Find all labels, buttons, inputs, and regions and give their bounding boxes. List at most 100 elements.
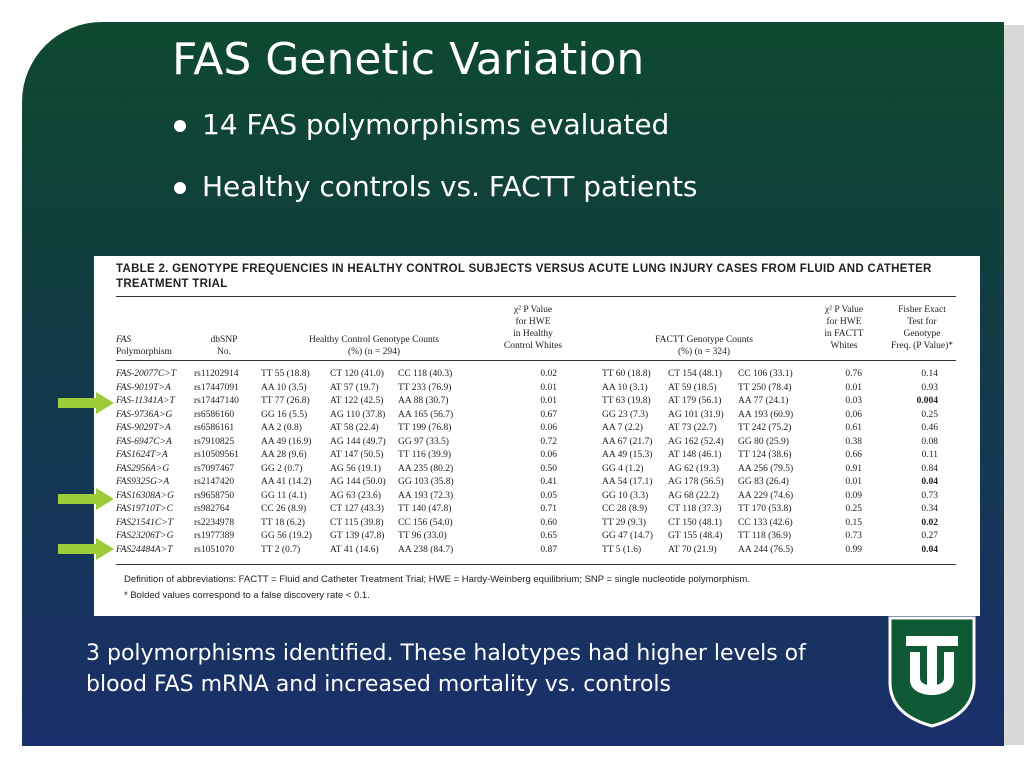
table-cell-fisher: 0.14 [921,369,938,379]
header-healthy-counts: Healthy Control Genotype Counts (%) (n =… [264,334,484,358]
table-cell-factt-2: AG 68 (22.2) [668,490,719,501]
table-top-rule [116,296,956,297]
table-cell-hwe-healthy: 0.87 [540,544,557,555]
table-cell-dbsnp: rs9658750 [194,490,235,501]
table-cell-healthy-3: CC 118 (40.3) [398,369,453,379]
header-hwe-healthy: χ² P Value for HWE in Healthy Control Wh… [494,304,572,352]
table-cell-fisher: 0.25 [921,409,938,420]
table-cell-factt-3: GG 83 (26.4) [738,477,789,487]
table-cell-healthy-3: TT 140 (47.8) [398,504,452,514]
header-line: Fisher Exact [898,305,946,315]
header-dbsnp: dbSNP No. [194,334,254,358]
header-line: Healthy Control Genotype Counts [308,335,440,345]
table-cell-polymorphism: FAS-20077C>T [116,369,177,379]
table-cell-factt-3: AA 77 (24.1) [738,396,789,406]
table-cell-factt-2: AT 59 (18.5) [668,382,717,393]
table-row: FAS-20077C>T rs11202914 TT 55 (18.8) CT 120… [116,369,956,382]
table-cell-healthy-2: CT 115 (39.8) [330,517,384,528]
table-cell-healthy-3: AA 165 (56.7) [398,409,454,420]
header-line: in Healthy [513,329,553,339]
table-cell-factt-3: TT 124 (38.6) [738,450,792,460]
table-row: FAS19710T>C rs982764 CC 26 (8.9) CT 127 (43… [116,504,956,517]
table-cell-factt-1: TT 63 (19.8) [602,396,651,406]
header-factt-counts: FACTT Genotype Counts (%) (n = 324) [594,334,814,358]
table-cell-factt-3: CC 133 (42.6) [738,517,793,528]
table-cell-dbsnp: rs7097467 [194,463,235,474]
header-line: Polymorphism [116,347,172,357]
table-cell-hwe-factt: 0.03 [845,396,862,406]
table-cell-healthy-1: GG 16 (5.5) [261,409,308,420]
table-cell-healthy-1: CC 26 (8.9) [261,504,307,514]
table-footnote-bold: * Bolded values correspond to a false di… [124,590,370,601]
table-cell-dbsnp: rs7910825 [194,436,235,447]
table-cell-healthy-1: AA 28 (9.6) [261,450,307,460]
table-cell-hwe-factt: 0.61 [845,423,862,433]
table-cell-healthy-3: AA 193 (72.3) [398,490,454,501]
table-cell-polymorphism: FAS9325G>A [116,477,170,487]
bullet-text: Healthy controls vs. FACTT patients [202,170,698,203]
table-cell-healthy-2: AG 144 (50.0) [330,477,386,487]
table-cell-dbsnp: rs1051070 [194,544,235,555]
table-cell-fisher: 0.04 [921,477,938,487]
table-row: FAS-9736A>G rs6586160 GG 16 (5.5) AG 110 (3… [116,410,956,423]
table-row: FAS23206T>G rs1977389 GG 56 (19.2) GT 139 (… [116,531,956,544]
table-cell-hwe-healthy: 0.41 [540,477,557,487]
table-cell-factt-1: TT 29 (9.3) [602,517,646,528]
table-cell-healthy-1: TT 77 (26.8) [261,396,310,406]
table-cell-factt-2: AG 162 (52.4) [668,436,724,447]
table-row: FAS1624T>A rs10509561 AA 28 (9.6) AT 147 (5… [116,450,956,463]
table-cell-fisher: 0.46 [921,423,938,433]
table-cell-factt-1: GG 23 (7.3) [602,409,649,420]
table-cell-polymorphism: FAS23206T>G [116,531,174,541]
header-line: No. [217,347,231,357]
table-cell-healthy-3: AA 235 (80.2) [398,463,454,474]
table-cell-fisher: 0.08 [921,436,938,447]
table-cell-factt-1: GG 47 (14.7) [602,531,653,541]
table-footnote-abbreviations: Definition of abbreviations: FACTT = Flu… [124,574,750,585]
table-cell-factt-2: AG 178 (56.5) [668,477,724,487]
table-cell-factt-1: GG 10 (3.3) [602,490,649,501]
header-line: FAS [116,335,132,345]
table-cell-hwe-healthy: 0.71 [540,504,557,514]
table-cell-dbsnp: rs6586160 [194,409,235,420]
table-cell-fisher: 0.84 [921,463,938,474]
header-line: (%) (n = 324) [677,347,731,357]
table-bottom-rule [116,564,956,565]
table-cell-factt-2: AT 179 (56.1) [668,396,722,406]
table-cell-factt-1: TT 60 (18.8) [602,369,651,379]
bullet-icon [174,120,186,132]
table-cell-dbsnp: rs11202914 [194,369,239,379]
table-cell-healthy-2: GT 139 (47.8) [330,531,385,541]
header-line: Freq. (P Value)* [890,341,953,351]
table-cell-polymorphism: FAS2956A>G [116,463,170,474]
table-cell-factt-3: AA 244 (76.5) [738,544,794,555]
table-row: FAS16308A>G rs9658750 GG 11 (4.1) AG 63 (23… [116,491,956,504]
table-row: FAS21541C>T rs2234978 TT 18 (6.2) CT 115 (3… [116,518,956,531]
table-cell-fisher: 0.04 [921,544,938,555]
table-cell-factt-3: AA 256 (79.5) [738,463,794,474]
table-cell-polymorphism: FAS24484A>T [116,544,173,555]
table-cell-hwe-healthy: 0.02 [540,369,557,379]
header-line: χ² P Value [824,305,864,315]
highlight-arrow-icon [58,538,114,560]
table-cell-factt-3: CC 106 (33.1) [738,369,793,379]
table-row: FAS2956A>G rs7097467 GG 2 (0.7) AG 56 (19.1… [116,464,956,477]
table-cell-healthy-2: CT 127 (43.3) [330,504,384,514]
table-cell-healthy-1: GG 11 (4.1) [261,490,307,501]
table-cell-factt-3: TT 242 (75.2) [738,423,792,433]
table-caption: TABLE 2. GENOTYPE FREQUENCIES IN HEALTHY… [116,263,932,290]
table-cell-healthy-2: AG 144 (49.7) [330,436,386,447]
table-cell-healthy-1: AA 2 (0.8) [261,423,302,433]
table-cell-factt-2: CT 154 (48.1) [668,369,722,379]
table-cell-factt-3: TT 118 (36.9) [738,531,792,541]
table-cell-factt-1: AA 54 (17.1) [602,477,653,487]
table-cell-factt-1: CC 28 (8.9) [602,504,648,514]
header-line: Genotype [903,329,941,339]
table-cell-factt-2: AT 73 (22.7) [668,423,717,433]
table-cell-healthy-2: AT 58 (22.4) [330,423,379,433]
table-cell-factt-3: TT 250 (78.4) [738,382,792,393]
table-cell-hwe-factt: 0.01 [845,382,862,393]
table-cell-fisher: 0.004 [916,396,938,406]
header-line: Control Whites [503,341,563,351]
table-cell-hwe-factt: 0.15 [845,517,862,528]
